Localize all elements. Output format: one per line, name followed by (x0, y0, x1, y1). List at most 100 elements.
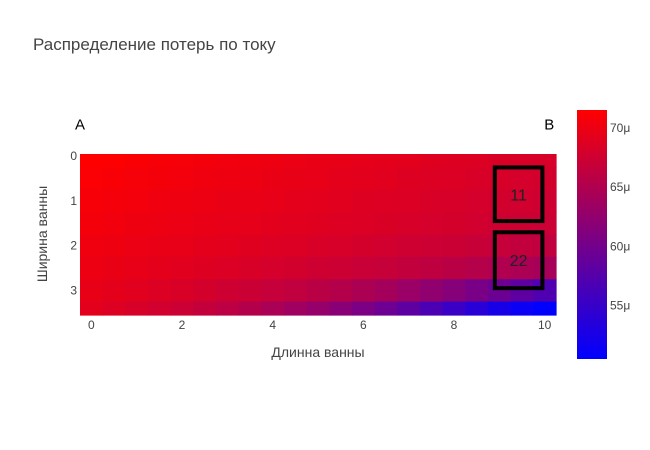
heatmap-cell (261, 279, 285, 303)
heatmap-cell (102, 256, 126, 280)
heatmap-cell (465, 189, 489, 213)
heatmap-cell (420, 301, 444, 316)
heatmap-cell (284, 189, 308, 213)
heatmap-cell (397, 154, 421, 169)
heatmap-cell (216, 301, 240, 316)
heatmap-cell (397, 234, 421, 258)
heatmap-cell (216, 212, 240, 236)
heatmap-cells (80, 154, 557, 316)
heatmap-cell (193, 256, 217, 280)
heatmap-cell (148, 301, 172, 316)
heatmap-cell (306, 212, 330, 236)
heatmap-cell (125, 154, 149, 169)
heatmap-cell (329, 189, 353, 213)
heatmap-cell (148, 234, 172, 258)
heatmap-cell (125, 301, 149, 316)
heatmap-cell (465, 256, 489, 280)
heatmap-cell (102, 154, 126, 169)
heatmap-cell (306, 234, 330, 258)
heatmap-cell (533, 167, 557, 191)
heatmap-cell (125, 189, 149, 213)
heatmap-cell (284, 154, 308, 169)
heatmap-cell (284, 256, 308, 280)
x-tick-label: 10 (538, 318, 552, 332)
heatmap-cell (238, 234, 262, 258)
x-tick-label: 4 (269, 318, 276, 332)
heatmap-cell (148, 279, 172, 303)
heatmap-cell (170, 301, 194, 316)
heatmap-cell (216, 189, 240, 213)
heatmap-cell (397, 256, 421, 280)
heatmap-cell (374, 189, 398, 213)
heatmap-cell (510, 212, 534, 236)
heatmap-cell (397, 189, 421, 213)
heatmap-cell (261, 154, 285, 169)
heatmap-cell (170, 167, 194, 191)
y-axis-ticks: 0 1 2 3 (70, 149, 77, 297)
heatmap-cell (80, 279, 104, 303)
x-tick-label: 6 (360, 318, 367, 332)
heatmap-cell (465, 234, 489, 258)
heatmap-cell (216, 234, 240, 258)
heatmap-cell (238, 189, 262, 213)
heatmap-cell (261, 256, 285, 280)
heatmap-cell (125, 212, 149, 236)
heatmap-cell (420, 154, 444, 169)
heatmap-cell (261, 301, 285, 316)
heatmap-cell (488, 279, 512, 303)
heatmap-cell (329, 256, 353, 280)
heatmap-cell (465, 301, 489, 316)
heatmap-cell (420, 189, 444, 213)
heatmap-cell (420, 212, 444, 236)
y-tick-label: 1 (70, 194, 77, 208)
annotation-boxes: 11 22 (492, 165, 545, 291)
heatmap-cell (193, 189, 217, 213)
colorbar-tick-label: 65μ (610, 180, 630, 194)
corner-label: B (544, 116, 554, 133)
heatmap-cell (533, 301, 557, 316)
heatmap-cell (374, 279, 398, 303)
heatmap-cell (397, 279, 421, 303)
heatmap-cell (329, 212, 353, 236)
x-axis-title: Длинна ванны (271, 344, 364, 360)
heatmap-cell (374, 256, 398, 280)
colorbar-tick-label: 60μ (610, 239, 630, 253)
heatmap-cell (80, 189, 104, 213)
heatmap-cell (465, 279, 489, 303)
heatmap-cell (510, 167, 534, 191)
heatmap-cell (533, 212, 557, 236)
heatmap-cell (216, 256, 240, 280)
heatmap-cell (352, 189, 376, 213)
colorbar-ticks: 55μ 60μ 65μ 70μ (610, 121, 630, 313)
heatmap-cell (261, 212, 285, 236)
heatmap-cell (442, 167, 466, 191)
heatmap-cell (148, 189, 172, 213)
heatmap-cell (80, 212, 104, 236)
heatmap-cell (510, 301, 534, 316)
heatmap-cell (261, 189, 285, 213)
heatmap-cell (80, 154, 104, 169)
heatmap-cell (442, 154, 466, 169)
heatmap-cell (306, 301, 330, 316)
heatmap-cell (284, 234, 308, 258)
heatmap-cell (397, 212, 421, 236)
heatmap-cell (533, 279, 557, 303)
heatmap-cell (102, 212, 126, 236)
heatmap-cell (352, 212, 376, 236)
heatmap-cell (352, 167, 376, 191)
heatmap-cell (465, 212, 489, 236)
heatmap-cell (125, 234, 149, 258)
heatmap-cell (374, 301, 398, 316)
heatmap-cell (533, 234, 557, 258)
heatmap-cell (170, 256, 194, 280)
heatmap-cell (216, 279, 240, 303)
heatmap-cell (102, 279, 126, 303)
heatmap-cell (216, 154, 240, 169)
heatmap-cell (238, 279, 262, 303)
heatmap-cell (238, 256, 262, 280)
colorbar-tick-label: 70μ (610, 121, 630, 135)
heatmap-cell (329, 279, 353, 303)
x-tick-label: 0 (88, 318, 95, 332)
heatmap-cell (238, 167, 262, 191)
